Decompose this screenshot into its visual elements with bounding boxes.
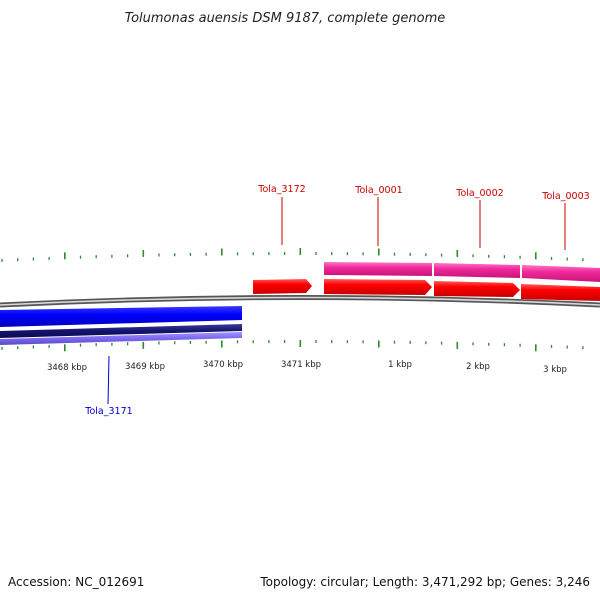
genome-backbone-highlight <box>0 296 600 306</box>
reverse-cds-tola-3171[interactable] <box>0 306 242 327</box>
kbp-label: 3469 kbp <box>125 362 165 372</box>
leader-line-tola-3171 <box>107 355 110 405</box>
genome-summary-text: Topology: circular; Length: 3,471,292 bp… <box>259 575 590 589</box>
kbp-label: 3471 kbp <box>281 360 321 370</box>
gene-label-tola-0002[interactable]: Tola_0002 <box>455 188 503 199</box>
kbp-label: 2 kbp <box>466 362 490 372</box>
map-title: Tolumonas auensis DSM 9187, complete gen… <box>125 11 446 26</box>
tick-row-outer <box>1 248 584 262</box>
forward-cds-tola-3172[interactable] <box>253 279 312 294</box>
accession-text: Accession: NC_012691 <box>8 575 144 589</box>
forward-gene-tola-0002[interactable] <box>434 263 520 278</box>
gene-label-tola-3172[interactable]: Tola_3172 <box>257 184 305 195</box>
gene-label-tola-3171[interactable]: Tola_3171 <box>84 406 132 417</box>
forward-gene-tola-0001[interactable] <box>324 262 432 276</box>
kbp-label: 3468 kbp <box>47 363 87 373</box>
tick-row-inner <box>1 340 584 352</box>
kbp-label: 3 kbp <box>543 365 567 375</box>
forward-gene-tola-0003[interactable] <box>522 265 600 282</box>
reverse-gene-tola-3171[interactable] <box>0 324 242 338</box>
gene-label-tola-0001[interactable]: Tola_0001 <box>354 185 402 196</box>
forward-cds-tola-0003[interactable] <box>521 284 600 301</box>
forward-cds-tola-0002[interactable] <box>434 281 520 297</box>
gene-label-tola-0003[interactable]: Tola_0003 <box>541 191 589 202</box>
kbp-label: 1 kbp <box>388 360 412 370</box>
forward-cds-tola-0001[interactable] <box>324 279 432 295</box>
kbp-label: 3470 kbp <box>203 360 243 370</box>
reverse-gene-tola-3171-band <box>0 332 242 345</box>
